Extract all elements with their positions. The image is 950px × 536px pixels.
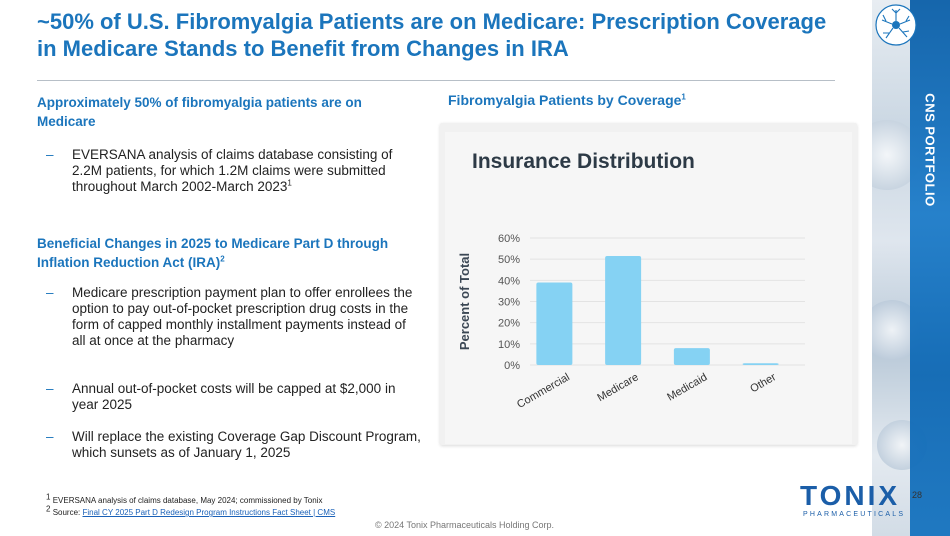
page-number: 28 (912, 490, 923, 500)
y-tick-label: 40% (498, 275, 520, 287)
sidebar-decoration: CNS PORTFOLIO (872, 0, 950, 536)
x-tick-label: Medicaid (665, 371, 709, 403)
bar (742, 363, 779, 365)
x-tick-label: Other (748, 371, 778, 395)
y-tick-label: 20% (498, 318, 520, 330)
section1-bullet: – EVERSANA analysis of claims database c… (46, 147, 393, 194)
footnote-1: 1 EVERSANA analysis of claims database, … (46, 492, 323, 505)
logo-subtitle: PHARMACEUTICALS (803, 511, 906, 518)
cms-source-link[interactable]: Final CY 2025 Part D Redesign Program In… (82, 508, 336, 517)
bar (673, 348, 710, 365)
section2-bullet: – Medicare prescription payment plan to … (46, 285, 413, 348)
section2-bullet: – Will replace the existing Coverage Gap… (46, 429, 421, 460)
y-axis-label: Percent of Total (457, 253, 472, 350)
bullet-dash: – (46, 147, 54, 162)
y-tick-label: 60% (498, 233, 520, 245)
sidebar-blue-strip (910, 0, 950, 536)
bullet-dash: – (46, 381, 54, 396)
tonix-logo: TONIX PHARMACEUTICALS (800, 480, 903, 523)
chart-heading: Fibromyalgia Patients by Coverage1 (448, 92, 686, 108)
y-tick-label: 50% (498, 254, 520, 266)
bar (536, 282, 573, 365)
y-tick-label: 30% (498, 297, 520, 309)
chart-title: Insurance Distribution (472, 150, 695, 173)
y-tick-label: 10% (498, 339, 520, 351)
sidebar-label: CNS PORTFOLIO (922, 93, 938, 207)
logo-word: TONIX (800, 480, 901, 511)
copyright: © 2024 Tonix Pharmaceuticals Holding Cor… (375, 520, 555, 530)
x-tick-label: Medicare (595, 371, 640, 404)
title-divider (37, 80, 835, 81)
neuron-icon (875, 4, 917, 46)
section1-heading: Approximately 50% of fibromyalgia patien… (37, 95, 362, 129)
bar (605, 255, 642, 365)
y-tick-label: 0% (504, 360, 520, 372)
bullet-dash: – (46, 285, 54, 300)
slide-title: ~50% of U.S. Fibromyalgia Patients are o… (37, 9, 827, 61)
footnote-2: 2 Source: Final CY 2025 Part D Redesign … (46, 504, 336, 517)
bullet-dash: – (46, 429, 54, 444)
chart-panel (445, 132, 852, 444)
bar-chart: Percent of Total 0% 10% 20% 30% 40% 50% 60% Comm… (457, 233, 805, 411)
section2-heading: Beneficial Changes in 2025 to Medicare P… (37, 236, 389, 270)
x-tick-label: Commercial (515, 371, 572, 411)
section2-bullet: – Annual out-of-pocket costs will be cap… (46, 381, 396, 412)
